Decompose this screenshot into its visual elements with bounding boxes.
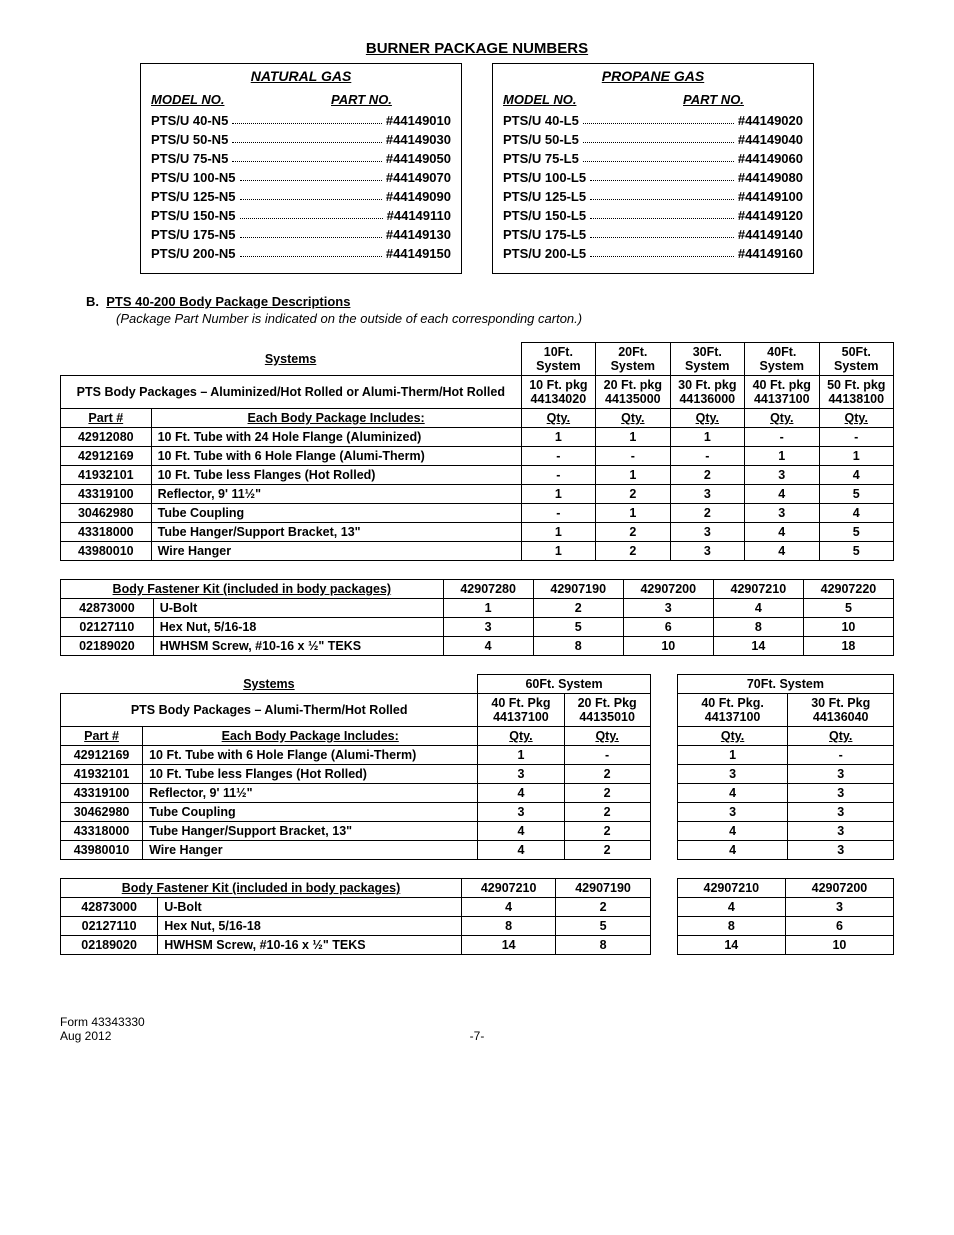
burner-row: PTS/U 100-L5#44149080 — [503, 170, 803, 185]
part-hdr: PART NO. — [683, 92, 803, 107]
section-b-note: (Package Part Number is indicated on the… — [116, 311, 894, 326]
section-b-heading: B. PTS 40-200 Body Package Descriptions — [86, 294, 894, 309]
body-package-table-70: 70Ft. System40 Ft. Pkg.4413710030 Ft. Pk… — [677, 674, 894, 860]
natural-gas-box: NATURAL GAS MODEL NO. PART NO. PTS/U 40-… — [140, 63, 462, 274]
burner-row: PTS/U 150-L5#44149120 — [503, 208, 803, 223]
burner-row: PTS/U 50-L5#44149040 — [503, 132, 803, 147]
model-hdr: MODEL NO. — [151, 92, 331, 107]
model-hdr: MODEL NO. — [503, 92, 683, 107]
burner-row: PTS/U 75-N5#44149050 — [151, 151, 451, 166]
burner-row: PTS/U 125-N5#44149090 — [151, 189, 451, 204]
form-number: Form 43343330 — [60, 1015, 894, 1029]
propane-gas-box: PROPANE GAS MODEL NO. PART NO. PTS/U 40-… — [492, 63, 814, 274]
body-package-table-60: Systems60Ft. SystemPTS Body Packages – A… — [60, 674, 651, 860]
burner-row: PTS/U 40-N5#44149010 — [151, 113, 451, 128]
natural-heading: NATURAL GAS — [151, 68, 451, 84]
burner-row: PTS/U 125-L5#44149100 — [503, 189, 803, 204]
footer: Form 43343330 Aug 2012 -7- — [60, 1015, 894, 1043]
burner-row: PTS/U 100-N5#44149070 — [151, 170, 451, 185]
burner-row: PTS/U 75-L5#44149060 — [503, 151, 803, 166]
burner-row: PTS/U 200-N5#44149150 — [151, 246, 451, 261]
section-b-label: B. — [86, 294, 99, 309]
burner-row: PTS/U 175-L5#44149140 — [503, 227, 803, 242]
burner-tables: NATURAL GAS MODEL NO. PART NO. PTS/U 40-… — [60, 63, 894, 274]
fastener-table-1: Body Fastener Kit (included in body pack… — [60, 579, 894, 656]
body-package-table-1: Systems10Ft.System20Ft.System30Ft.System… — [60, 342, 894, 561]
part-hdr: PART NO. — [331, 92, 451, 107]
fastener-table-70: 429072104290720043861410 — [677, 878, 894, 955]
burner-row: PTS/U 175-N5#44149130 — [151, 227, 451, 242]
burner-row: PTS/U 150-N5#44149110 — [151, 208, 451, 223]
section-b-title: PTS 40-200 Body Package Descriptions — [106, 294, 350, 309]
fastener-table-60: Body Fastener Kit (included in body pack… — [60, 878, 651, 955]
burner-row: PTS/U 200-L5#44149160 — [503, 246, 803, 261]
burner-row: PTS/U 50-N5#44149030 — [151, 132, 451, 147]
propane-heading: PROPANE GAS — [503, 68, 803, 84]
burner-row: PTS/U 40-L5#44149020 — [503, 113, 803, 128]
page-number: -7- — [60, 1029, 894, 1043]
page-title: BURNER PACKAGE NUMBERS — [60, 40, 894, 57]
